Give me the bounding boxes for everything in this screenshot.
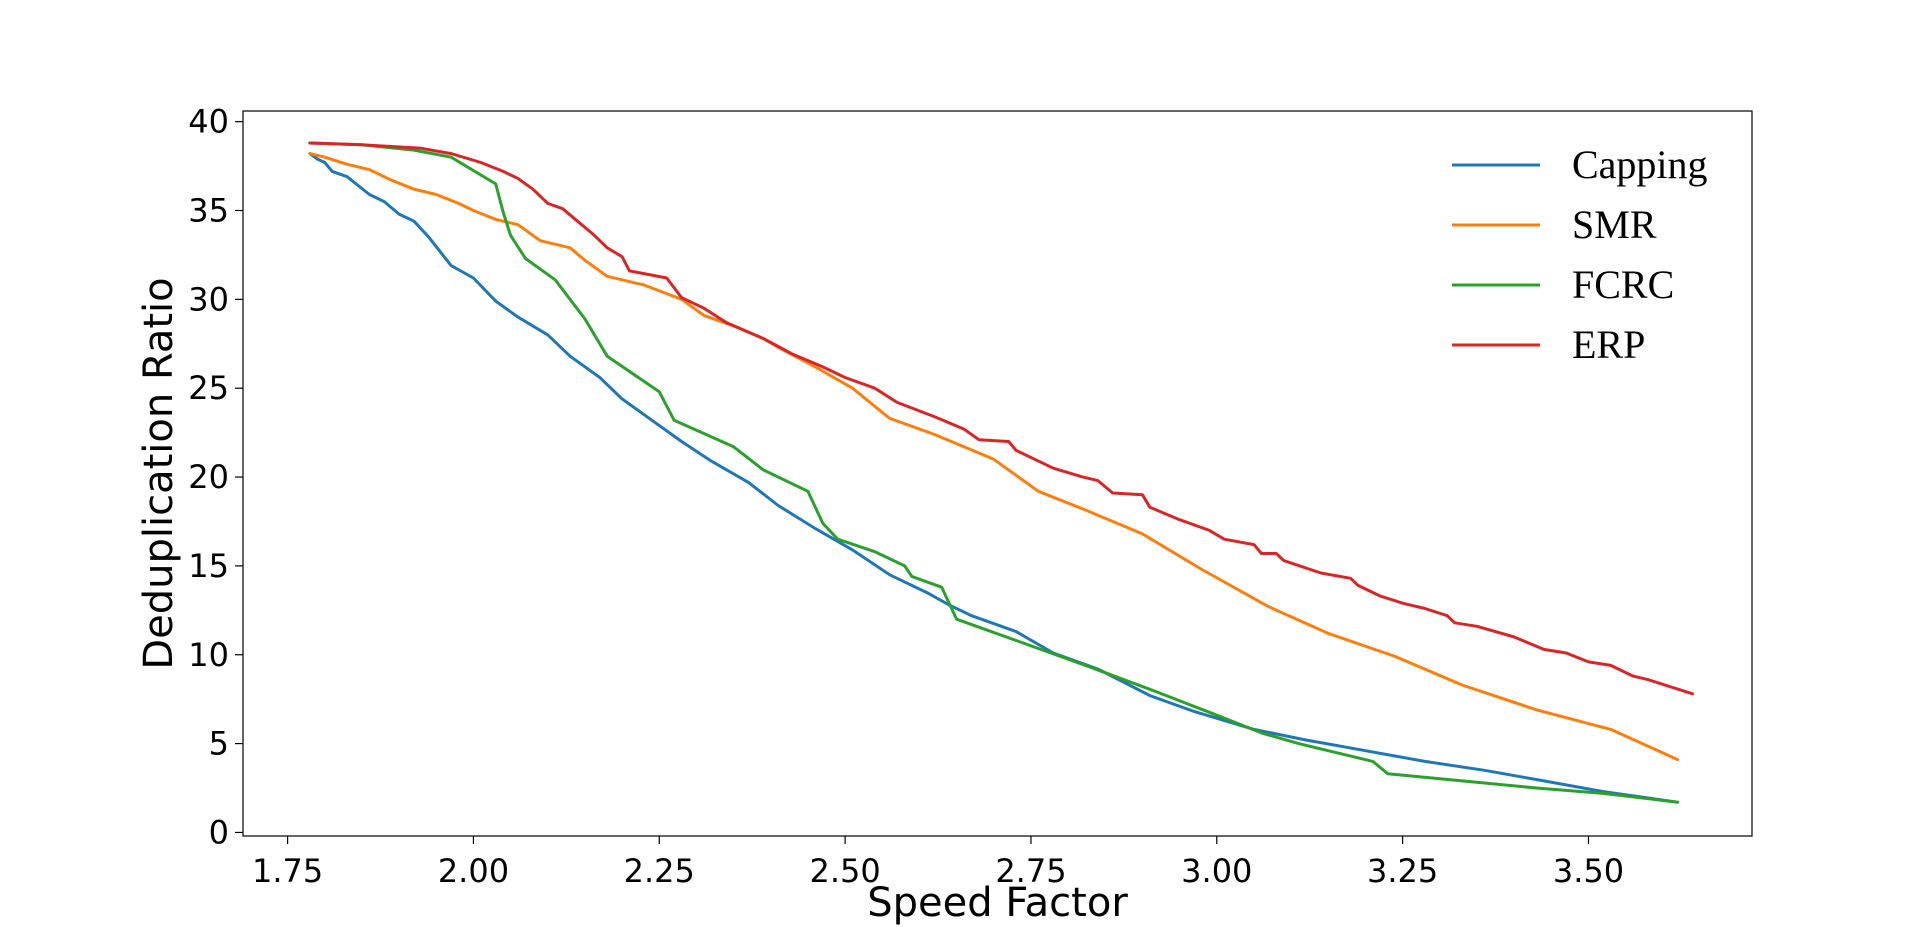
- plot-area-frame: [242, 110, 1753, 837]
- legend-label-fcrc: FCRC: [1572, 262, 1674, 307]
- y-tick-label: 5: [209, 725, 229, 763]
- x-tick-label: 2.25: [624, 852, 695, 890]
- y-tick-label: 0: [209, 813, 229, 851]
- legend: Capping SMR FCRC ERP: [1452, 142, 1708, 367]
- x-tick-label: 2.50: [809, 852, 880, 890]
- series-line-erp: [308, 141, 1694, 696]
- y-axis-label: Deduplication Ratio: [136, 277, 182, 669]
- x-tick-label: 3.50: [1553, 852, 1624, 890]
- series-line-fcrc: [308, 141, 1680, 804]
- x-tick-label: 2.00: [438, 852, 509, 890]
- legend-label-erp: ERP: [1572, 322, 1645, 367]
- y-tick-label: 35: [188, 192, 229, 230]
- x-tick-label: 1.75: [252, 852, 323, 890]
- x-tick-label: 2.75: [995, 852, 1066, 890]
- y-axis-ticks: 0 5 10 15 20 25 30 35 40: [188, 103, 243, 851]
- series-line-capping: [308, 152, 1680, 804]
- legend-label-smr: SMR: [1572, 202, 1657, 247]
- y-tick-label: 25: [188, 369, 229, 407]
- y-tick-label: 15: [188, 547, 229, 585]
- x-tick-label: 3.00: [1181, 852, 1252, 890]
- y-tick-label: 10: [188, 636, 229, 674]
- y-tick-label: 20: [188, 458, 229, 496]
- x-axis-label: Speed Factor: [867, 880, 1128, 926]
- x-axis-ticks: 1.75 2.00 2.25 2.50 2.75 3.00 3.25 3.50: [252, 836, 1624, 890]
- x-tick-label: 3.25: [1367, 852, 1438, 890]
- y-tick-label: 40: [188, 103, 229, 141]
- y-tick-label: 30: [188, 280, 229, 318]
- legend-label-capping: Capping: [1572, 142, 1708, 187]
- series-lines: [308, 141, 1694, 804]
